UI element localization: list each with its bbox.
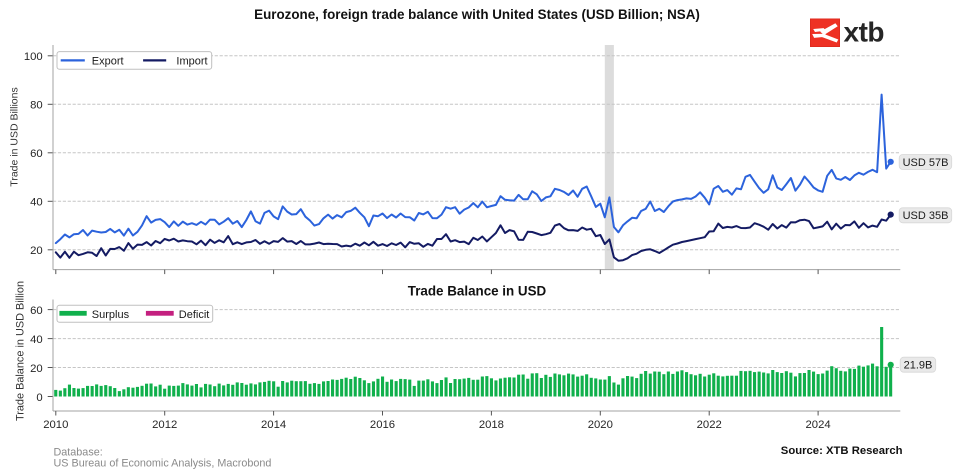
svg-text:60: 60 (30, 148, 43, 160)
svg-text:2014: 2014 (261, 419, 286, 431)
svg-text:20: 20 (30, 363, 43, 375)
svg-text:2020: 2020 (588, 419, 613, 431)
svg-text:0: 0 (36, 392, 42, 404)
svg-text:Export: Export (92, 55, 124, 67)
svg-text:80: 80 (30, 100, 43, 112)
svg-text:Trade in USD Billions: Trade in USD Billions (8, 87, 20, 186)
svg-text:Trade Balance in USD: Trade Balance in USD (408, 284, 547, 299)
svg-text:100: 100 (24, 51, 43, 63)
svg-text:20: 20 (30, 245, 43, 257)
svg-text:21.9B: 21.9B (904, 360, 933, 372)
svg-text:Eurozone, foreign trade balanc: Eurozone, foreign trade balance with Uni… (254, 7, 700, 22)
svg-text:Trade Balance in USD Billion: Trade Balance in USD Billion (14, 281, 26, 421)
svg-text:USD 35B: USD 35B (903, 210, 949, 222)
svg-text:2022: 2022 (697, 419, 722, 431)
svg-text:60: 60 (30, 305, 43, 317)
svg-text:xtb: xtb (844, 17, 885, 48)
svg-text:2010: 2010 (43, 419, 68, 431)
svg-text:Import: Import (176, 55, 207, 67)
svg-text:USD 57B: USD 57B (903, 157, 949, 169)
svg-text:Database:: Database: (54, 446, 103, 458)
svg-text:40: 40 (30, 197, 43, 209)
svg-text:2012: 2012 (152, 419, 177, 431)
svg-text:2016: 2016 (370, 419, 395, 431)
svg-text:2018: 2018 (479, 419, 504, 431)
svg-text:Deficit: Deficit (179, 309, 210, 321)
svg-text:Source: XTB Research: Source: XTB Research (781, 445, 903, 457)
svg-text:Surplus: Surplus (92, 309, 130, 321)
svg-text:US Bureau of Economic Analysis: US Bureau of Economic Analysis, Macrobon… (54, 458, 272, 470)
svg-text:40: 40 (30, 334, 43, 346)
svg-text:2024: 2024 (806, 419, 831, 431)
